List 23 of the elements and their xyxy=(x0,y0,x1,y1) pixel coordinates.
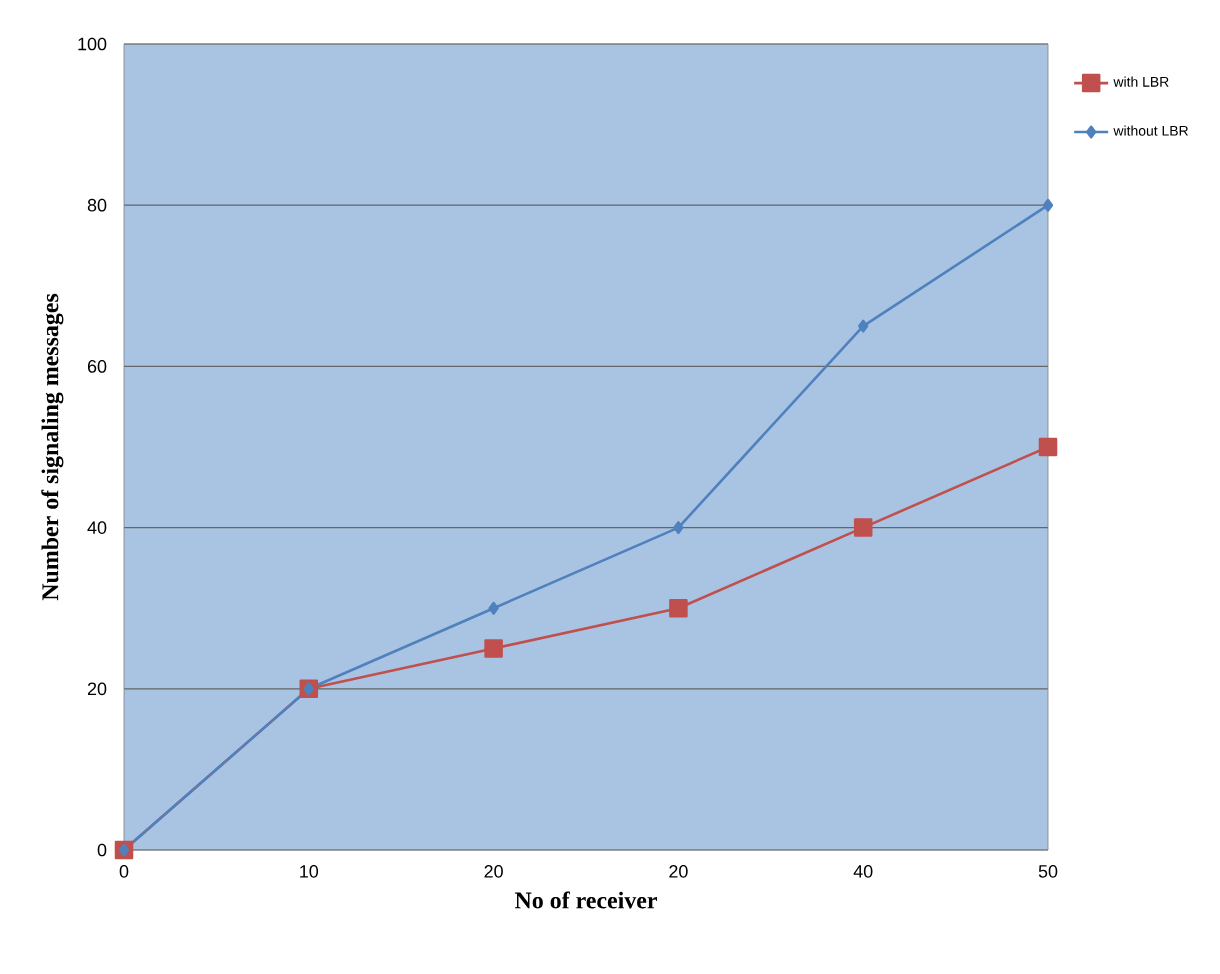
point xyxy=(484,639,503,658)
y-tick-label: 60 xyxy=(87,360,107,373)
point xyxy=(1038,437,1058,457)
x-tick-label: 10 xyxy=(300,865,319,878)
x-tick-label: 50 xyxy=(1038,865,1058,878)
y-tick-label: 80 xyxy=(87,198,107,212)
y-tick-label: 100 xyxy=(78,37,107,51)
x-tick-label: 40 xyxy=(853,865,873,878)
y-tick-label: 20 xyxy=(87,682,107,696)
x-axis-title: No of receiver xyxy=(515,891,657,909)
x-tick-label: 0 xyxy=(119,865,129,878)
x-tick-label: 20 xyxy=(484,865,503,878)
y-tick-label: 40 xyxy=(87,521,107,534)
y-axis-title: Number of signaling messages xyxy=(41,293,64,601)
point xyxy=(673,521,684,535)
point xyxy=(853,518,873,537)
y-tick-label: 0 xyxy=(97,843,107,857)
x-tick-label: 20 xyxy=(669,865,688,878)
point xyxy=(303,682,314,696)
point xyxy=(1042,198,1054,212)
point xyxy=(488,601,499,615)
point xyxy=(669,598,688,618)
point xyxy=(858,319,869,333)
